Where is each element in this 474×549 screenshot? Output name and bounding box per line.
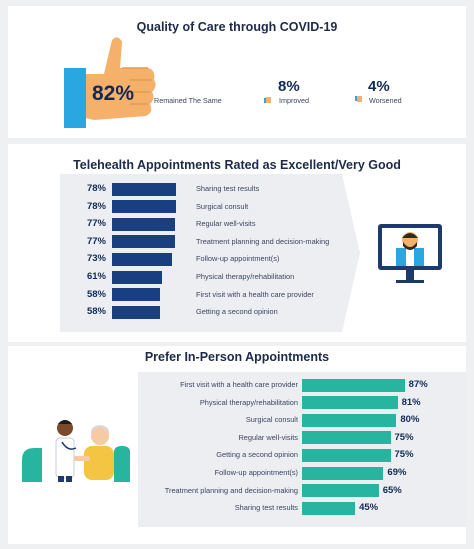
quality-panel: Quality of Care through COVID-19 82% Rem… — [8, 6, 466, 138]
inperson-category-label: Follow-up appointment(s) — [214, 468, 298, 477]
same-percentage: 82% — [92, 82, 135, 105]
improved-thumb-icon — [264, 97, 271, 103]
inperson-category-label: Treatment planning and decision-making — [164, 485, 298, 495]
worsened-label: Worsened — [369, 96, 402, 105]
inperson-bar — [302, 413, 397, 427]
inperson-bar — [302, 484, 379, 498]
telehealth-bar — [112, 305, 160, 319]
telehealth-value-label: 58% — [86, 306, 106, 318]
inperson-value-label: 69% — [387, 467, 407, 478]
improved-percentage: 8% — [278, 78, 300, 95]
inperson-bar — [302, 431, 391, 445]
inperson-value-label: 45% — [359, 502, 379, 514]
inperson-category-label: Regular well-visits — [238, 432, 298, 442]
telehealth-value-label: 78% — [86, 200, 106, 212]
telehealth-value-label: 61% — [86, 271, 106, 282]
inperson-category-label: Getting a second opinion — [216, 450, 298, 460]
thumbs-up-icon — [64, 37, 156, 128]
inperson-category-label: Surgical consult — [245, 415, 298, 425]
chart-arrow-shape — [342, 174, 360, 332]
telehealth-category-label: Getting a second opinion — [196, 307, 278, 317]
inperson-bar — [302, 466, 384, 480]
telehealth-category-label: First visit with a health care provider — [196, 289, 314, 299]
telehealth-chart-area — [60, 174, 342, 332]
inperson-category-label: Sharing test results — [234, 503, 298, 513]
inperson-bar — [302, 501, 356, 515]
inperson-bar — [302, 396, 398, 410]
telehealth-value-label: 77% — [86, 218, 106, 230]
telehealth-value-label: 58% — [86, 288, 106, 300]
quality-title: Quality of Care through COVID-19 — [136, 20, 338, 34]
worsened-percentage: 4% — [368, 78, 390, 95]
inperson-bar — [302, 378, 405, 392]
inperson-category-label: First visit with a health care provider — [180, 380, 298, 389]
inperson-value-label: 81% — [401, 396, 421, 408]
telehealth-value-label: 78% — [86, 183, 106, 194]
telehealth-bar — [112, 200, 176, 214]
telehealth-value-label: 73% — [86, 253, 106, 265]
doctor-monitor-icon — [378, 224, 442, 283]
telehealth-category-label: Regular well-visits — [196, 219, 256, 229]
telehealth-value-label: 77% — [86, 235, 106, 247]
telehealth-bar — [112, 252, 172, 266]
doctor-patient-icon — [22, 420, 130, 482]
telehealth-bar — [112, 288, 160, 302]
telehealth-bar — [112, 217, 176, 231]
telehealth-category-label: Physical therapy/rehabilitation — [196, 272, 295, 281]
improved-label: Improved — [279, 96, 309, 105]
inperson-panel: Prefer In-Person Appointments First visi… — [8, 346, 466, 544]
inperson-value-label: 87% — [408, 379, 428, 390]
inperson-value-label: 80% — [400, 414, 420, 426]
telehealth-bar — [112, 270, 163, 284]
telehealth-bar — [112, 182, 176, 196]
telehealth-category-label: Treatment planning and decision-making — [196, 236, 330, 246]
inperson-category-label: Physical therapy/rehabilitation — [199, 397, 298, 407]
telehealth-bar — [112, 235, 176, 249]
telehealth-category-label: Sharing test results — [196, 184, 260, 193]
telehealth-title: Telehealth Appointments Rated as Excelle… — [73, 158, 401, 172]
inperson-value-label: 65% — [382, 484, 402, 496]
telehealth-category-label: Surgical consult — [196, 201, 249, 211]
same-label: Remained The Same — [154, 96, 222, 105]
inperson-value-label: 75% — [394, 449, 414, 461]
telehealth-panel: Telehealth Appointments Rated as Excelle… — [8, 144, 466, 342]
telehealth-category-label: Follow-up appointment(s) — [196, 254, 280, 264]
worsened-thumb-icon — [355, 96, 362, 102]
inperson-bar — [302, 448, 391, 462]
inperson-title: Prefer In-Person Appointments — [144, 350, 330, 364]
inperson-value-label: 75% — [394, 431, 414, 443]
